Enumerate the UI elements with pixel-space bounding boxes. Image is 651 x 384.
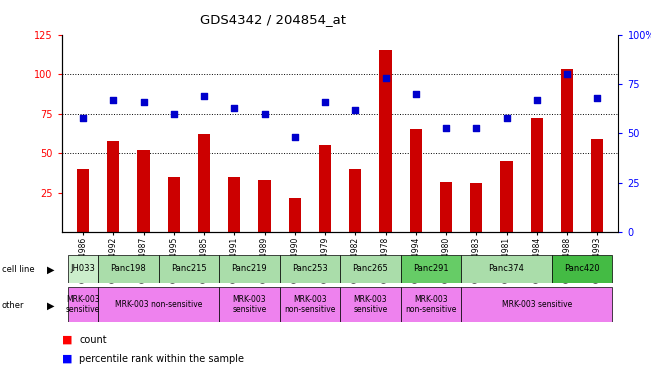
Bar [380,50,391,232]
Text: Panc198: Panc198 [111,265,146,273]
Bar [400,287,461,322]
Bar [400,255,461,283]
Bar [198,134,210,232]
Text: MRK-003
non-sensitive: MRK-003 non-sensitive [284,295,335,314]
Bar [107,141,119,232]
Text: JH033: JH033 [70,265,96,273]
Point [562,71,572,77]
Text: Panc219: Panc219 [232,265,267,273]
Bar [280,255,340,283]
Bar [461,287,613,322]
Bar [340,287,400,322]
Text: Panc265: Panc265 [353,265,388,273]
Text: MRK-003
sensitive: MRK-003 sensitive [353,295,387,314]
Text: other: other [2,301,25,310]
Bar [258,180,271,232]
Bar [561,70,573,232]
Bar [229,177,240,232]
Point [471,124,482,131]
Text: Panc215: Panc215 [171,265,207,273]
Point [350,107,361,113]
Text: MRK-003
non-sensitive: MRK-003 non-sensitive [405,295,456,314]
Text: Panc253: Panc253 [292,265,327,273]
Text: ■: ■ [62,335,72,345]
Bar [531,118,543,232]
Text: Panc374: Panc374 [489,265,525,273]
Point [501,114,512,121]
Point [138,99,148,105]
Text: Panc420: Panc420 [564,265,600,273]
Text: Panc291: Panc291 [413,265,449,273]
Point [441,124,451,131]
Text: MRK-003
sensitive: MRK-003 sensitive [232,295,266,314]
Point [532,97,542,103]
Bar [409,129,422,232]
Bar [289,197,301,232]
Bar [219,255,280,283]
Bar [98,287,219,322]
Point [199,93,209,99]
Bar [591,139,603,232]
Text: cell line: cell line [2,265,35,275]
Bar [349,169,361,232]
Bar [440,182,452,232]
Point [108,97,118,103]
Bar [280,287,340,322]
Text: count: count [79,335,107,345]
Bar [137,150,150,232]
Text: MRK-003 sensitive: MRK-003 sensitive [502,300,572,309]
Bar [319,145,331,232]
Text: MRK-003
sensitive: MRK-003 sensitive [66,295,100,314]
Bar [68,255,98,283]
Bar [219,287,280,322]
Point [320,99,330,105]
Bar [168,177,180,232]
Point [411,91,421,97]
Bar [68,287,98,322]
Point [169,111,179,117]
Bar [77,169,89,232]
Bar [461,255,552,283]
Text: ▶: ▶ [47,265,55,275]
Text: ▶: ▶ [47,300,55,310]
Text: GDS4342 / 204854_at: GDS4342 / 204854_at [201,13,346,26]
Bar [552,255,613,283]
Bar [159,255,219,283]
Bar [501,161,512,232]
Bar [340,255,400,283]
Bar [470,183,482,232]
Point [380,75,391,81]
Text: percentile rank within the sample: percentile rank within the sample [79,354,244,364]
Point [290,134,300,141]
Point [229,105,240,111]
Text: MRK-003 non-sensitive: MRK-003 non-sensitive [115,300,202,309]
Point [259,111,270,117]
Point [592,95,602,101]
Bar [98,255,159,283]
Text: ■: ■ [62,354,72,364]
Point [78,114,89,121]
